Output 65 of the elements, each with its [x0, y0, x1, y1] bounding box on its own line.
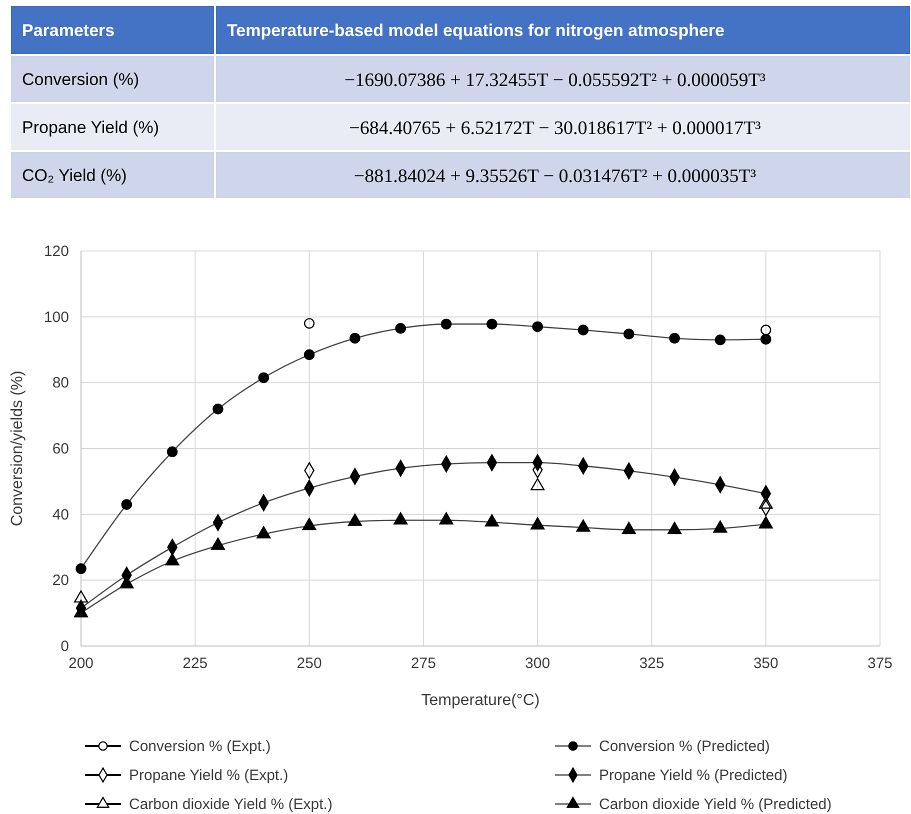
- text: −684.40765 + 6.52172T − 30.018617T² + 0.000017T³: [349, 118, 762, 139]
- point: [760, 324, 772, 336]
- point: [439, 512, 454, 525]
- point: [350, 332, 360, 344]
- y-tick-label: 120: [44, 243, 69, 260]
- point: [76, 563, 86, 574]
- point: [302, 518, 316, 530]
- text: −881.84024 + 9.35526T − 0.031476T² + 0.000035T³: [354, 166, 756, 187]
- point: [486, 318, 498, 330]
- text: Parameters: [22, 21, 115, 40]
- point: [532, 321, 543, 332]
- point: [484, 514, 499, 527]
- point: [530, 517, 545, 530]
- text: Propane Yield (%): [22, 118, 160, 137]
- text: −1690.07386 + 17.32455T − 0.055592T² + 0.000059T³: [344, 70, 766, 91]
- point: [121, 499, 132, 510]
- point: [212, 404, 224, 414]
- point: [760, 334, 772, 345]
- point: [576, 519, 590, 532]
- x-tick-label: 225: [182, 655, 208, 672]
- point: [758, 516, 773, 529]
- y-tick-label: 80: [52, 374, 69, 392]
- legend-label: Conversion % (Predicted): [599, 738, 770, 755]
- point: [348, 513, 362, 526]
- point: [74, 590, 88, 603]
- x-axis-title: Temperature(°C): [421, 692, 540, 709]
- point: [258, 372, 270, 384]
- y-tick-label: 20: [52, 572, 69, 590]
- point: [713, 520, 728, 533]
- x-tick-label: 375: [867, 655, 893, 672]
- legend-label: Carbon dioxide Yield % (Predicted): [599, 796, 832, 813]
- x-tick-label: 275: [410, 655, 436, 672]
- legend-label: Conversion % (Expt.): [129, 738, 271, 755]
- y-axis-title: Conversion/yields (%): [9, 370, 26, 526]
- y-tick-label: 40: [52, 506, 69, 524]
- point: [166, 446, 178, 458]
- x-tick-label: 250: [296, 655, 322, 672]
- legend-label: Propane Yield % (Expt.): [129, 767, 288, 784]
- point: [440, 318, 452, 330]
- legend-label: Carbon dioxide Yield % (Expt.): [129, 796, 332, 813]
- text: Temperature-based model equations for nitrogen atmosphere: [227, 21, 724, 40]
- point: [210, 538, 226, 550]
- y-tick-label: 0: [60, 638, 69, 655]
- legend-label: Propane Yield % (Predicted): [599, 767, 788, 784]
- x-tick-label: 300: [525, 655, 550, 672]
- point: [669, 332, 680, 344]
- point: [530, 478, 545, 490]
- point: [714, 334, 726, 346]
- point: [304, 349, 315, 360]
- x-tick-label: 350: [753, 655, 778, 672]
- point: [578, 324, 589, 336]
- x-tick-label: 325: [639, 655, 664, 672]
- text: Conversion (%): [22, 70, 140, 89]
- point: [624, 328, 634, 340]
- point: [667, 522, 682, 534]
- point: [256, 526, 271, 538]
- text: CO₂ Yield (%): [22, 166, 127, 185]
- y-tick-label: 100: [44, 308, 69, 326]
- point: [165, 552, 180, 566]
- point: [395, 322, 406, 334]
- y-tick-label: 60: [52, 440, 69, 458]
- point: [304, 318, 315, 329]
- x-tick-label: 200: [68, 655, 94, 672]
- point: [622, 522, 636, 534]
- point: [394, 512, 408, 525]
